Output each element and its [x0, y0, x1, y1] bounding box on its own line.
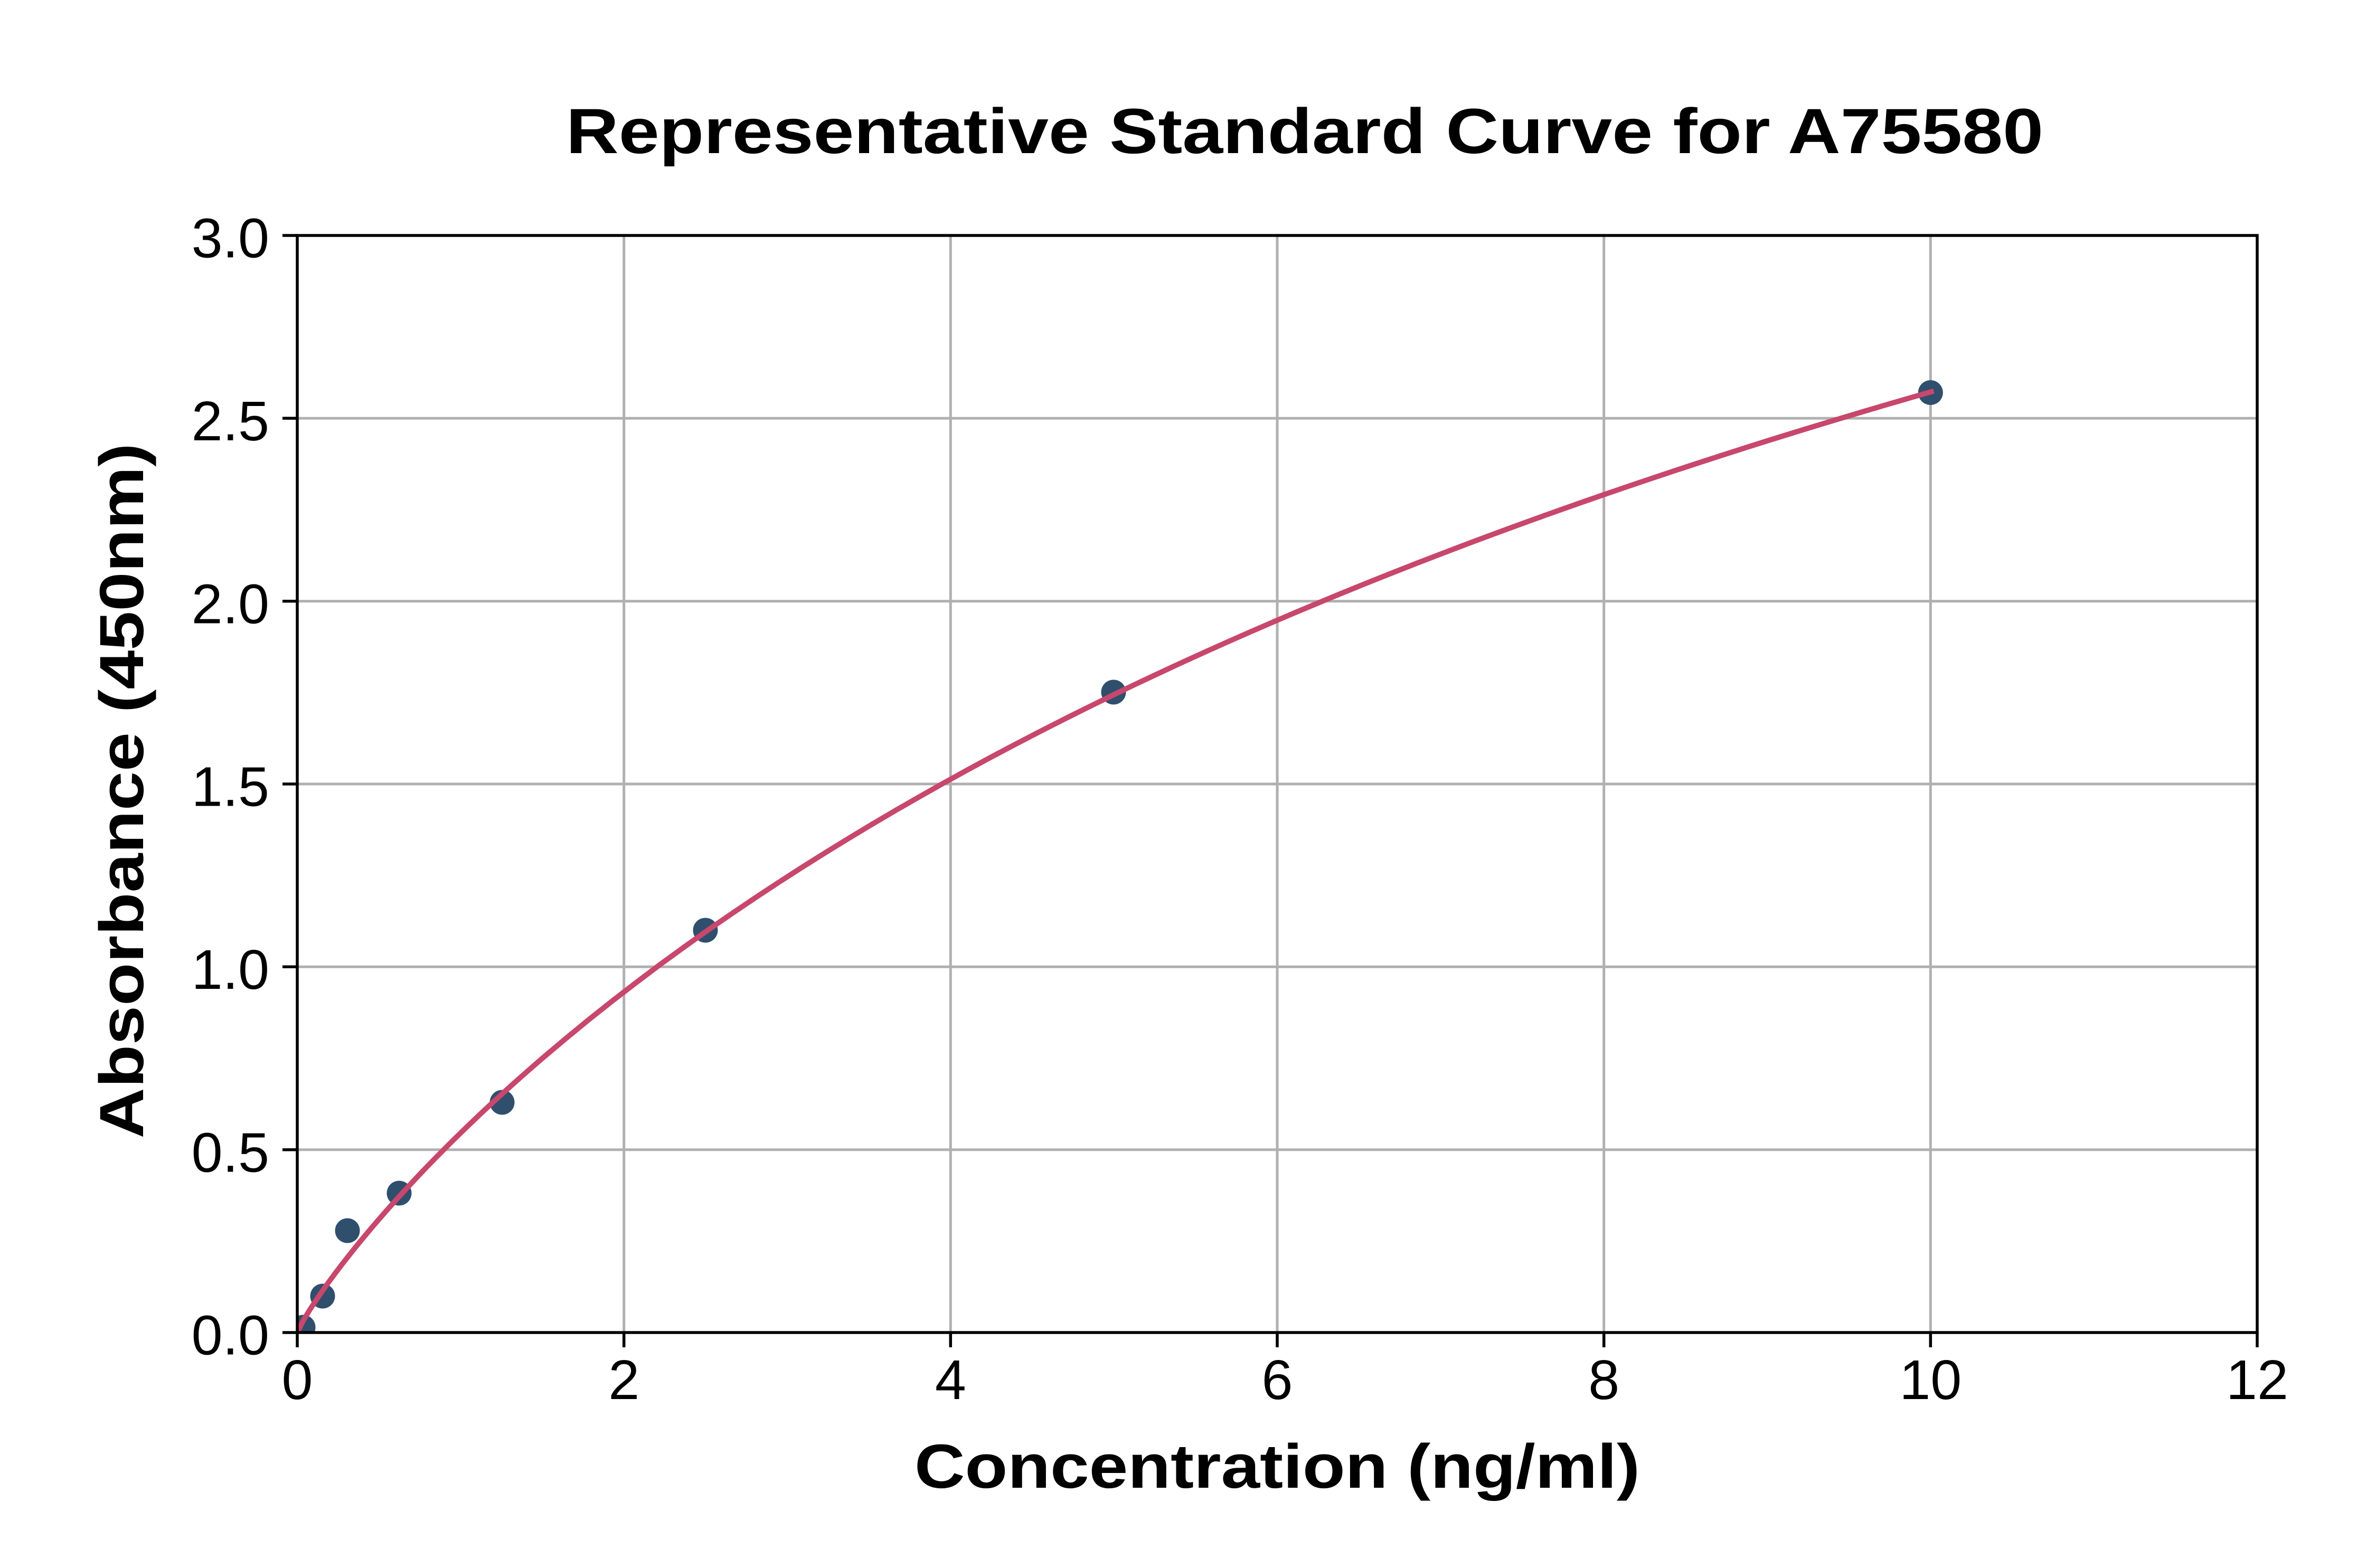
svg-text:10: 10 [1899, 1349, 1962, 1411]
svg-text:2.5: 2.5 [192, 390, 269, 452]
svg-text:8: 8 [1588, 1349, 1619, 1411]
svg-text:1.0: 1.0 [192, 939, 269, 1001]
svg-text:4: 4 [935, 1349, 966, 1411]
svg-text:3.0: 3.0 [192, 207, 269, 270]
svg-text:2.0: 2.0 [192, 573, 269, 635]
svg-text:0: 0 [282, 1349, 313, 1411]
svg-text:Absorbance (450nm): Absorbance (450nm) [87, 443, 157, 1139]
svg-text:0.5: 0.5 [192, 1121, 269, 1184]
svg-text:Representative Standard Curve: Representative Standard Curve for A75580 [566, 95, 2043, 167]
svg-text:6: 6 [1262, 1349, 1293, 1411]
svg-text:Concentration (ng/ml): Concentration (ng/ml) [914, 1432, 1640, 1501]
svg-text:0.0: 0.0 [192, 1305, 269, 1367]
svg-text:12: 12 [2226, 1349, 2288, 1411]
svg-text:2: 2 [608, 1349, 639, 1411]
svg-text:1.5: 1.5 [192, 756, 269, 818]
